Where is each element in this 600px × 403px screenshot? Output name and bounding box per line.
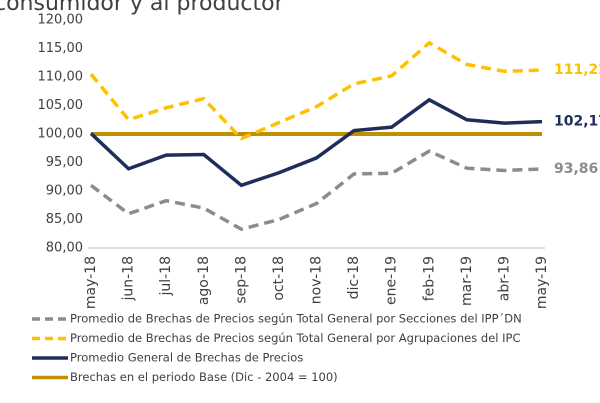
series-line xyxy=(89,149,543,232)
value-label: 93,86 xyxy=(554,161,598,177)
y-tick-label: 100,00 xyxy=(38,127,84,142)
x-tick-label: sep-18 xyxy=(233,256,249,304)
y-tick-label: 85,00 xyxy=(46,212,83,227)
legend-label: Promedio de Brechas de Precios según Tot… xyxy=(70,331,520,345)
value-label: 102,17 xyxy=(554,114,600,130)
x-tick-label: nov-18 xyxy=(309,256,325,304)
x-tick-label: abr-19 xyxy=(496,256,512,301)
chart-title: consumidor y al productor xyxy=(0,0,285,16)
x-tick-label: jul-18 xyxy=(158,256,174,297)
x-tick-label: may-18 xyxy=(83,256,99,309)
series-line xyxy=(89,97,543,188)
x-tick-label: ago-18 xyxy=(196,256,212,305)
y-tick-label: 120,00 xyxy=(38,13,84,28)
x-tick-label: ene-19 xyxy=(384,256,400,305)
x-tick-label: oct-18 xyxy=(271,256,287,301)
y-tick-label: 95,00 xyxy=(46,155,83,170)
value-label: 111,22 xyxy=(554,62,600,78)
y-tick-label: 110,00 xyxy=(38,70,84,85)
x-tick-label: dic-18 xyxy=(346,256,362,299)
y-tick-label: 80,00 xyxy=(46,241,83,256)
y-tick-label: 90,00 xyxy=(46,184,83,199)
x-tick-label: may-19 xyxy=(534,256,550,309)
x-tick-label: feb-19 xyxy=(421,256,437,301)
legend-label: Promedio General de Brechas de Precios xyxy=(70,351,303,365)
y-tick-label: 105,00 xyxy=(38,98,84,113)
legend-label: Promedio de Brechas de Precios según Tot… xyxy=(70,312,522,326)
y-tick-label: 115,00 xyxy=(38,41,84,56)
series-line xyxy=(89,40,543,141)
legend-label: Brechas en el periodo Base (Dic - 2004 =… xyxy=(70,370,338,384)
x-tick-label: mar-19 xyxy=(459,256,475,306)
x-tick-label: jun-18 xyxy=(121,256,137,302)
